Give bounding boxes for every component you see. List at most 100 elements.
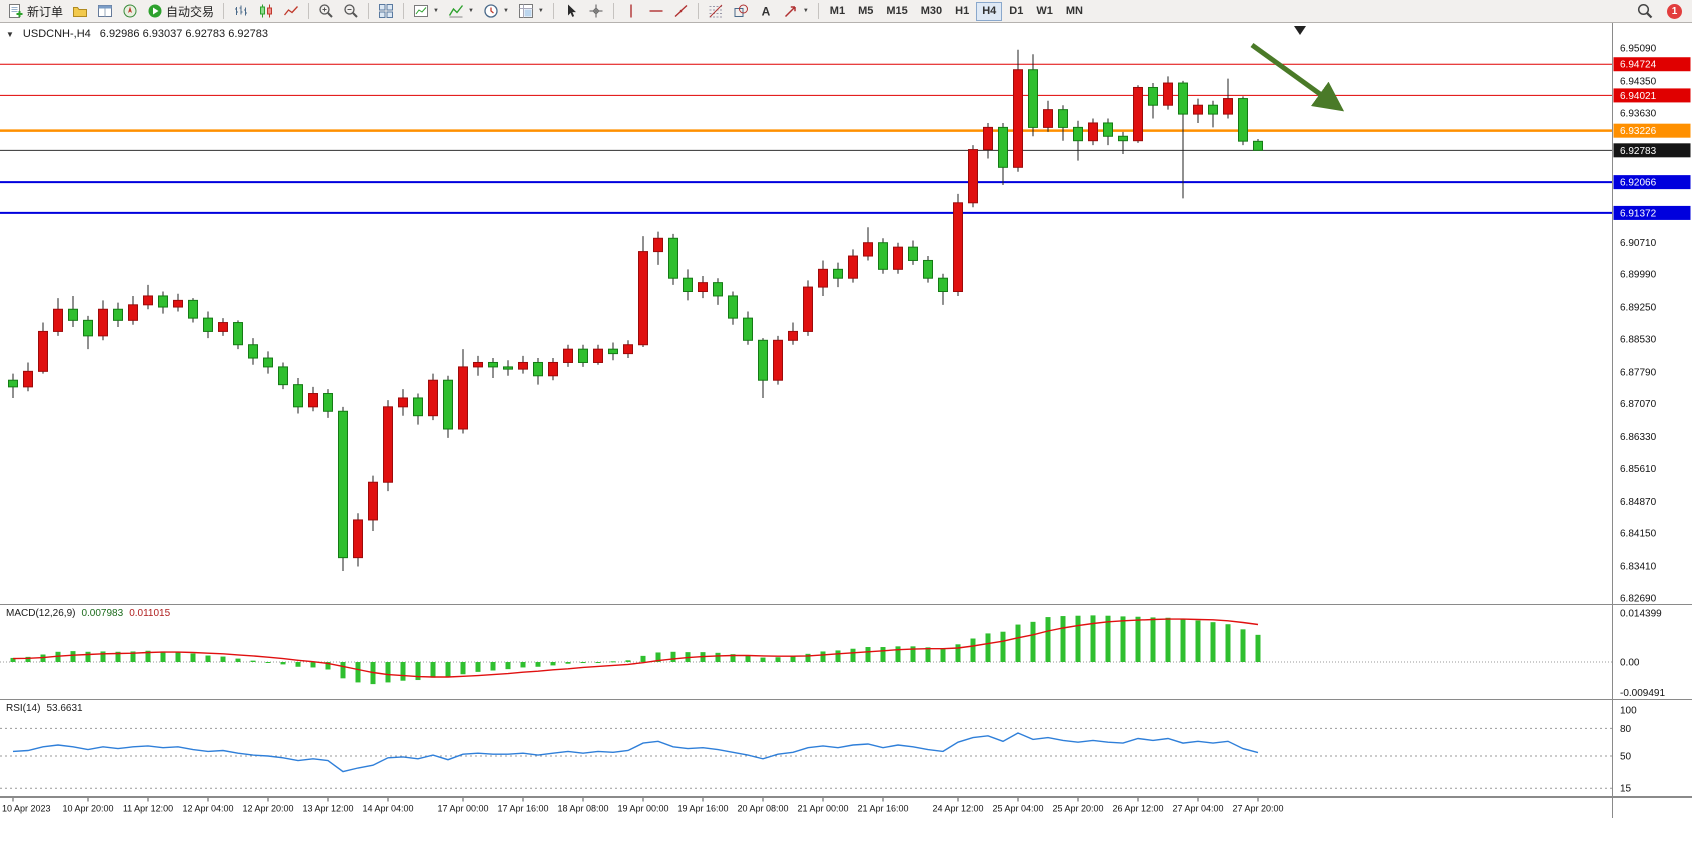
new-order-button[interactable]: 新订单: [4, 0, 67, 23]
timeframe-M30[interactable]: M30: [920, 4, 943, 17]
autotrading-button[interactable]: 自动交易: [143, 0, 218, 23]
profiles-button[interactable]: [68, 0, 92, 23]
line-chart-mode-button[interactable]: [279, 0, 303, 23]
time-axis-label: 17 Apr 16:00: [497, 804, 548, 814]
periods-button[interactable]: ▼: [479, 0, 513, 23]
macd-panel: 0.014399 0.00 -0.009491 MACD(12,26,9) 0.00…: [0, 605, 1692, 700]
macd-histogram: [10, 615, 1261, 685]
text-label-button[interactable]: A: [754, 0, 778, 23]
time-axis-canvas[interactable]: 10 Apr 2023 10 Apr 20:00 11 Apr 12:00 12 Ap…: [0, 797, 1692, 818]
timeframe-H4[interactable]: H4: [976, 1, 1003, 21]
rsi-label: RSI(14): [6, 703, 41, 714]
shapes-button[interactable]: [729, 0, 753, 23]
toolbar-separator: [552, 3, 554, 19]
fibonacci-button[interactable]: [704, 0, 728, 23]
time-axis-label: 20 Apr 08:00: [737, 804, 788, 814]
time-axis-label: 25 Apr 04:00: [992, 804, 1043, 814]
price-axis-label: 6.95090: [1620, 44, 1657, 55]
time-axis-label: 19 Apr 00:00: [617, 804, 668, 814]
price-badge-6.93226: 6.93226: [1613, 123, 1691, 138]
time-axis-label: 21 Apr 16:00: [857, 804, 908, 814]
templates-icon: [518, 4, 533, 18]
time-axis-label: 10 Apr 20:00: [62, 804, 113, 814]
periods-icon: [484, 4, 498, 18]
cursor-button[interactable]: [559, 0, 583, 23]
time-axis-label: 14 Apr 04:00: [362, 804, 413, 814]
toolbar-separator: [817, 3, 819, 19]
zoom-in-icon: [319, 4, 333, 18]
timeframe-D1[interactable]: D1: [1009, 4, 1024, 17]
notification-badge[interactable]: 1: [1667, 3, 1682, 19]
search-button[interactable]: [1633, 0, 1657, 23]
templates-button[interactable]: ▼: [514, 0, 548, 23]
vline-icon: [630, 4, 632, 18]
toolbar-separator: [697, 3, 699, 19]
chart-shift-marker[interactable]: [1294, 26, 1306, 35]
macd-axis-label: 0.014399: [1620, 609, 1662, 620]
macd-label: MACD(12,26,9): [6, 608, 76, 619]
rsi-axis-label: 80: [1620, 724, 1632, 735]
timeframe-M15[interactable]: M15: [886, 4, 908, 17]
price-badge-6.94724: 6.94724: [1613, 57, 1691, 72]
search-icon: [1637, 3, 1653, 19]
toolbar-right: 1: [1633, 0, 1688, 23]
rsi-canvas[interactable]: 100 80 50 15: [0, 700, 1692, 797]
timeframe-M5[interactable]: M5: [858, 4, 874, 17]
time-axis-label: 27 Apr 04:00: [1172, 804, 1223, 814]
crosshair-button[interactable]: [584, 0, 608, 23]
bars-chart-icon: [235, 5, 248, 16]
tile-windows-button[interactable]: [374, 0, 398, 23]
autotrading-icon: [148, 4, 162, 18]
time-axis[interactable]: 10 Apr 2023 10 Apr 20:00 11 Apr 12:00 12 Ap…: [0, 797, 1692, 818]
trend-arrow-annotation[interactable]: [1250, 42, 1345, 112]
svg-text:6.93226: 6.93226: [1620, 126, 1657, 137]
bar-chart-mode-button[interactable]: [229, 0, 253, 23]
zoom-in-button[interactable]: [314, 0, 338, 23]
rsi-axis-label: 15: [1620, 784, 1632, 795]
toolbar-buttons: 新订单 自动交易 ▼ ▼ ▼ ▼ A ▼ M1 M5 M15 M30 H1 H4 D1 W1 MN: [4, 0, 1633, 23]
dropdown-caret-icon: ▼: [537, 8, 544, 14]
hline-icon: [649, 10, 663, 12]
data-window-icon: [98, 5, 113, 17]
macd-signal-line: [12, 618, 1259, 678]
symbol-period-label: USDCNH-,H4: [22, 28, 91, 40]
crosshair-icon: [589, 4, 603, 18]
macd-axis-label: -0.009491: [1620, 688, 1665, 699]
price-badge-6.94021: 6.94021: [1613, 88, 1691, 103]
svg-text:6.94724: 6.94724: [1620, 60, 1657, 71]
macd-canvas[interactable]: 0.014399 0.00 -0.009491: [0, 605, 1692, 700]
dropdown-caret-icon: ▼: [467, 8, 474, 14]
navigator-button[interactable]: [118, 0, 142, 23]
trendline-icon: [674, 4, 688, 18]
candle-chart-mode-button[interactable]: [254, 0, 278, 23]
text-icon: A: [762, 5, 771, 19]
price-axis-label: 6.93630: [1620, 108, 1657, 119]
data-window-button[interactable]: [93, 0, 117, 23]
vertical-line-button[interactable]: [619, 0, 643, 23]
main-chart-panel: 6.95090 6.94350 6.93630 6.90710 6.89990 6.892…: [0, 23, 1692, 605]
trendline-button[interactable]: [669, 0, 693, 23]
time-axis-label: 26 Apr 12:00: [1112, 804, 1163, 814]
new-chart-button[interactable]: ▼: [409, 0, 443, 23]
price-axis-label: 6.89990: [1620, 270, 1657, 281]
indicators-button[interactable]: ▼: [444, 0, 478, 23]
price-axis-label: 6.83410: [1620, 562, 1657, 573]
zoom-out-button[interactable]: [339, 0, 363, 23]
price-axis-label: 6.82690: [1620, 594, 1657, 605]
svg-text:6.92783: 6.92783: [1620, 146, 1657, 157]
timeframe-H1[interactable]: H1: [955, 4, 970, 17]
price-axis-label: 6.86330: [1620, 432, 1657, 443]
macd-signal-value: 0.011015: [129, 608, 171, 619]
line-chart-icon: [284, 6, 299, 16]
arrows-button[interactable]: ▼: [779, 0, 813, 23]
one-click-trading-toggle[interactable]: ▼: [6, 29, 14, 39]
time-axis-label: 18 Apr 08:00: [557, 804, 608, 814]
time-axis-label: 24 Apr 12:00: [932, 804, 983, 814]
time-axis-label: 12 Apr 04:00: [182, 804, 233, 814]
price-badge-6.91372: 6.91372: [1613, 205, 1691, 220]
main-chart-canvas[interactable]: 6.95090 6.94350 6.93630 6.90710 6.89990 6.892…: [0, 23, 1692, 605]
timeframe-M1[interactable]: M1: [829, 4, 846, 17]
horizontal-line-button[interactable]: [644, 0, 668, 23]
timeframe-W1[interactable]: W1: [1036, 4, 1053, 17]
timeframe-MN[interactable]: MN: [1065, 4, 1083, 17]
